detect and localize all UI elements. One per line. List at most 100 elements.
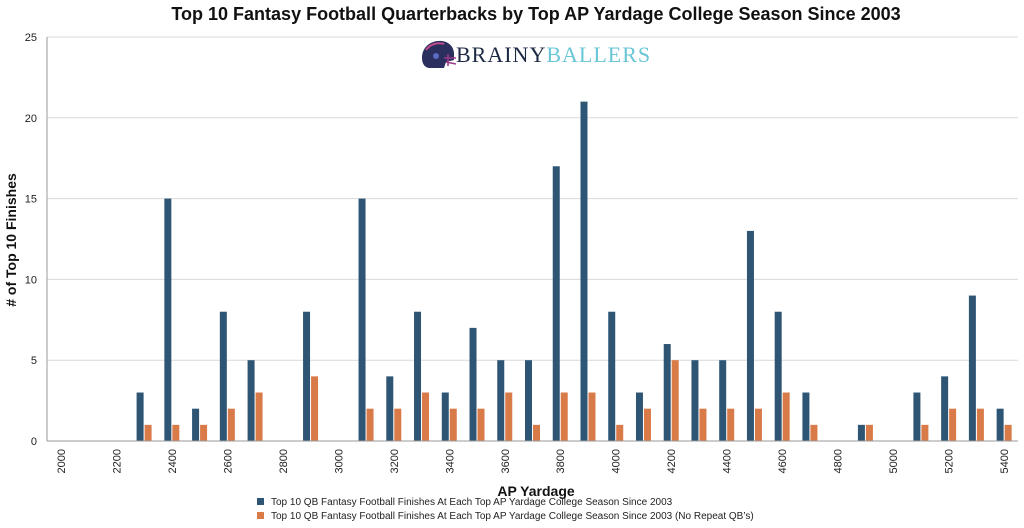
- x-tick-label: 4800: [833, 449, 845, 473]
- x-tick-label: 5200: [944, 449, 956, 473]
- chart-title: Top 10 Fantasy Football Quarterbacks by …: [171, 4, 900, 24]
- bar-series2: [366, 408, 374, 441]
- bar-series1: [635, 392, 643, 441]
- bar-series1: [719, 360, 727, 441]
- brand-logo: BRAINYBALLERS: [422, 40, 651, 68]
- bar-series1: [303, 311, 311, 441]
- x-tick-label: 5400: [999, 449, 1011, 473]
- bar-series2: [144, 424, 152, 441]
- bar-series2: [810, 424, 818, 441]
- x-tick-label: 2800: [278, 449, 290, 473]
- x-tick-label: 5000: [888, 449, 900, 473]
- logo-text-ballers: BALLERS: [546, 42, 651, 67]
- bar-series1: [219, 311, 227, 441]
- bar-series2: [422, 392, 430, 441]
- bar-series1: [774, 311, 782, 441]
- x-tick-label: 4000: [611, 449, 623, 473]
- bar-series1: [941, 376, 949, 441]
- x-tick-label: 2400: [167, 449, 179, 473]
- bar-series1: [913, 392, 921, 441]
- bar-series2: [533, 424, 540, 441]
- bar-series2: [588, 392, 596, 441]
- bar-series2: [782, 392, 790, 441]
- y-tick-label: 0: [31, 436, 37, 448]
- x-tick-label: 2200: [111, 449, 123, 473]
- bar-series1: [247, 360, 255, 441]
- x-tick-label: 3800: [555, 449, 567, 473]
- bar-series2: [976, 408, 984, 441]
- legend-swatch-series2: [257, 512, 264, 519]
- bar-series1: [746, 230, 754, 441]
- bar-series2: [255, 392, 263, 441]
- bar-series2: [616, 424, 624, 441]
- bar-series1: [663, 344, 671, 441]
- bar-series2: [477, 408, 485, 441]
- bar-series2: [449, 408, 457, 441]
- bar-series2: [671, 360, 679, 441]
- x-tick-label: 2000: [56, 449, 68, 473]
- y-tick-label: 10: [25, 274, 37, 286]
- x-axis-title: AP Yardage: [497, 483, 575, 499]
- bar-series1: [414, 311, 422, 441]
- bar-series1: [441, 392, 449, 441]
- y-tick-label: 5: [31, 355, 37, 367]
- bar-series1: [525, 360, 532, 441]
- bars: [136, 101, 1012, 441]
- x-tick-label: 4200: [666, 449, 678, 473]
- bar-series2: [200, 424, 208, 441]
- legend-label-series2: Top 10 QB Fantasy Football Finishes At E…: [271, 511, 754, 522]
- x-tick-label: 3200: [389, 449, 401, 473]
- bar-series1: [497, 360, 505, 441]
- y-tick-labels: 0 5 10 15 20 25: [25, 32, 37, 448]
- y-axis-title: # of Top 10 Finishes: [3, 173, 19, 307]
- x-tick-label: 4600: [777, 449, 789, 473]
- bar-series1: [136, 392, 144, 441]
- svg-text:BRAINYBALLERS: BRAINYBALLERS: [456, 42, 651, 67]
- bar-series2: [1004, 424, 1012, 441]
- football-helmet-icon: [422, 40, 457, 68]
- x-tick-label: 3600: [500, 449, 512, 473]
- bar-series2: [227, 408, 235, 441]
- bar-series1: [469, 327, 477, 441]
- bar-series2: [311, 376, 319, 441]
- axes: [46, 37, 1018, 442]
- bar-series1: [580, 101, 588, 441]
- x-tick-label: 3000: [333, 449, 345, 473]
- bar-series2: [865, 424, 873, 441]
- y-tick-label: 20: [25, 113, 37, 125]
- y-tick-label: 15: [25, 194, 37, 206]
- bar-series1: [608, 311, 616, 441]
- bar-series1: [691, 360, 699, 441]
- bar-series2: [921, 424, 929, 441]
- gridlines: [47, 36, 1018, 361]
- bar-series1: [968, 295, 976, 441]
- bar-series1: [164, 198, 172, 441]
- bar-series2: [643, 408, 651, 441]
- x-tick-label: 2600: [222, 449, 234, 473]
- bar-series2: [505, 392, 513, 441]
- x-tick-labels: 2000 2200 2400 2600 2800 3000 3200 3400 3600 3800…: [56, 449, 1011, 473]
- bar-series2: [949, 408, 957, 441]
- bar-series1: [552, 166, 560, 441]
- bar-series2: [754, 408, 762, 441]
- legend-swatch-series1: [257, 498, 264, 505]
- bar-series1: [358, 198, 366, 441]
- bar-series1: [386, 376, 394, 441]
- legend-label-series1: Top 10 QB Fantasy Football Finishes At E…: [271, 497, 673, 508]
- bar-series2: [560, 392, 568, 441]
- bar-series2: [699, 408, 707, 441]
- x-tick-label: 3400: [444, 449, 456, 473]
- bar-series2: [727, 408, 735, 441]
- bar-series1: [192, 408, 200, 441]
- logo-text-brainy: BRAINY: [456, 42, 546, 67]
- x-tick-label: 4400: [722, 449, 734, 473]
- bar-series1: [996, 408, 1004, 441]
- bar-series1: [857, 424, 865, 441]
- bar-series2: [394, 408, 402, 441]
- legend: Top 10 QB Fantasy Football Finishes At E…: [257, 497, 754, 522]
- y-tick-label: 25: [25, 32, 37, 44]
- bar-series1: [802, 392, 810, 441]
- bar-series2: [172, 424, 180, 441]
